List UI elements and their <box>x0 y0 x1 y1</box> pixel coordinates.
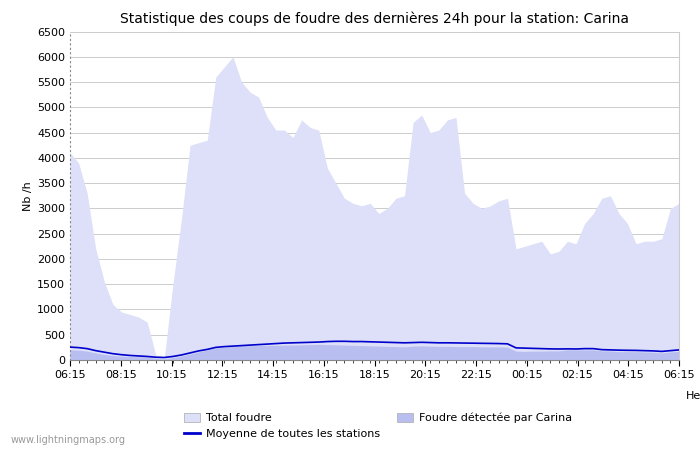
Legend: Total foudre, Moyenne de toutes les stations, Foudre détectée par Carina: Total foudre, Moyenne de toutes les stat… <box>179 408 576 444</box>
Title: Statistique des coups de foudre des dernières 24h pour la station: Carina: Statistique des coups de foudre des dern… <box>120 12 629 26</box>
Y-axis label: Nb /h: Nb /h <box>23 181 33 211</box>
Text: www.lightningmaps.org: www.lightningmaps.org <box>10 435 125 445</box>
Text: Heure: Heure <box>686 391 700 401</box>
